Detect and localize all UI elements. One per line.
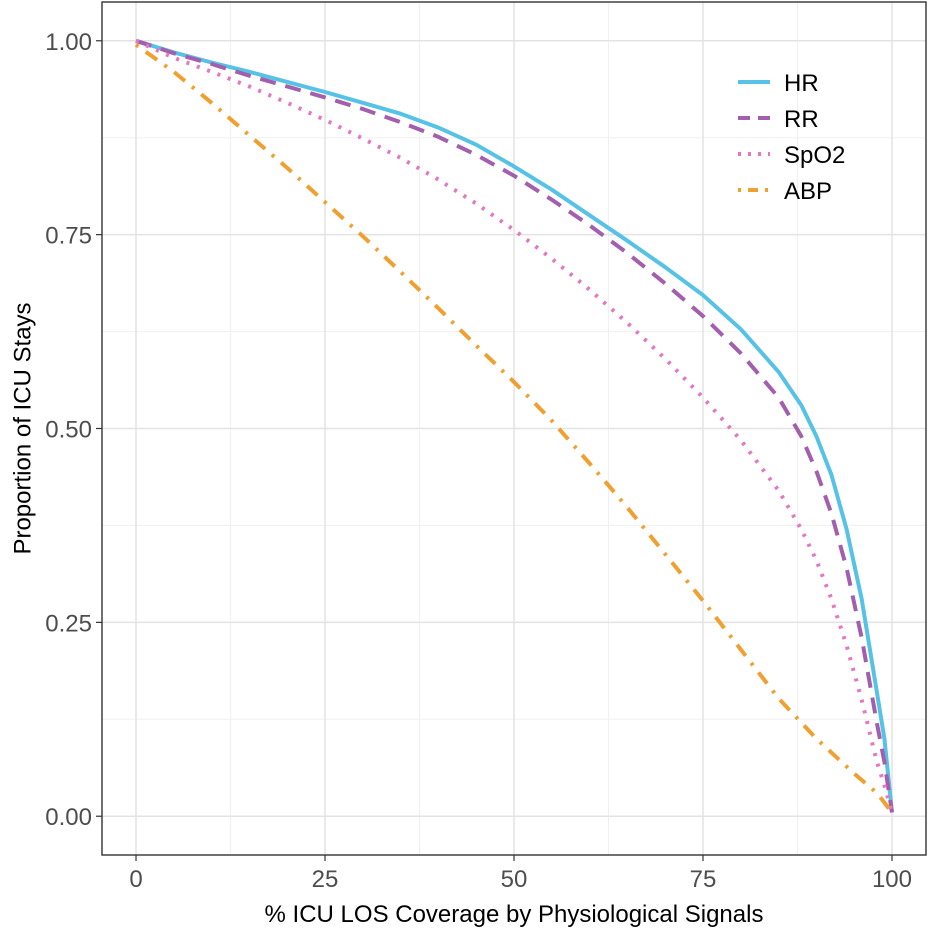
y-tick-label: 0.25: [45, 610, 92, 637]
x-tick-label: 0: [129, 866, 142, 893]
legend-label-rr: RR: [784, 106, 819, 133]
legend-label-spo2: SpO2: [784, 142, 845, 169]
series-line-spo2: [135, 38, 894, 813]
y-tick-label: 1.00: [45, 29, 92, 56]
y-axis-title: Proportion of ICU Stays: [9, 302, 36, 554]
legend-label-abp: ABP: [784, 178, 832, 205]
x-axis-title: % ICU LOS Coverage by Physiological Sign…: [265, 901, 764, 928]
grid: [102, 2, 926, 855]
x-tick-label: 50: [501, 866, 528, 893]
series-line-abp: [134, 43, 894, 814]
legend: HR RR SpO2 ABP: [738, 70, 845, 205]
axes: 0 25 50 75 100 0.00 0.25 0.50 0.75 1.00: [45, 29, 912, 893]
series-line-rr: [135, 38, 894, 813]
y-tick-label: 0.50: [45, 417, 92, 444]
y-tick-label: 0.00: [45, 804, 92, 831]
series-line-hr: [135, 38, 894, 813]
x-tick-label: 100: [872, 866, 912, 893]
y-tick-label: 0.75: [45, 223, 92, 250]
series-lines: [134, 38, 894, 814]
x-tick-label: 25: [312, 866, 339, 893]
x-tick-label: 75: [690, 866, 717, 893]
legend-label-hr: HR: [784, 70, 819, 97]
